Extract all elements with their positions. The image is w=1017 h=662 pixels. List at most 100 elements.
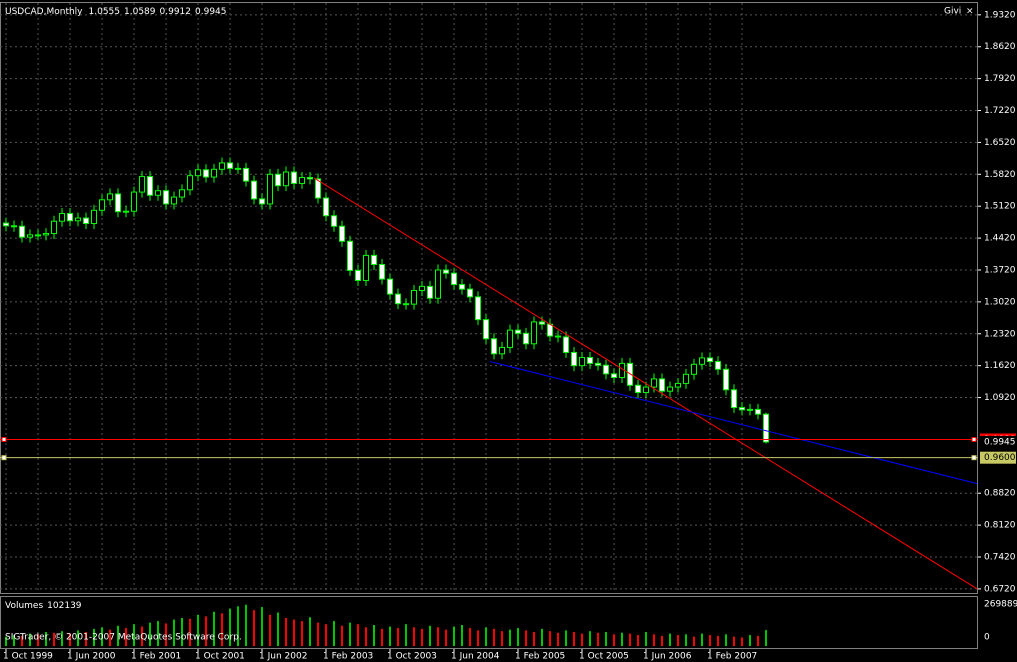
candle-body [595, 362, 601, 366]
volume-bar [45, 631, 47, 646]
y-tick-label: 1.9320 [984, 10, 1016, 20]
candle-body [515, 329, 521, 334]
y-tick-label: 1.6520 [984, 138, 1016, 148]
volume-bar [29, 633, 31, 646]
volume-bar [621, 632, 623, 646]
x-tick-label: 1 Jun 2006 [643, 652, 692, 662]
candle-body [451, 272, 457, 286]
x-tick-label: 1 Feb 2005 [515, 652, 565, 662]
volume-bar [549, 631, 551, 646]
y-tick-label: 1.3020 [984, 297, 1016, 307]
main-pane-border [0, 2, 978, 594]
candle-body [403, 303, 409, 306]
volume-bar [733, 636, 735, 646]
volume-bar [141, 626, 143, 646]
candle-body [347, 240, 353, 271]
volume-bar [677, 635, 679, 646]
volume-bar [717, 635, 719, 646]
candle-body [571, 351, 577, 367]
volume-last: 102139 [47, 601, 82, 611]
level-tag [980, 451, 1016, 464]
candle-body [275, 173, 281, 187]
x-tick-label: 1 Oct 1999 [3, 652, 53, 662]
volume-bar [405, 624, 407, 646]
volume-title: Volumes 102139 [5, 601, 82, 611]
x-tick-label: 1 Oct 2005 [579, 652, 629, 662]
x-tick-label: 1 Feb 2003 [323, 652, 373, 662]
candle-body [203, 169, 209, 178]
y-tick-label: 1.2320 [984, 329, 1016, 339]
volume-bar [445, 629, 447, 646]
volume-bar [749, 635, 751, 646]
volume-bar [429, 625, 431, 646]
volume-bar [181, 617, 183, 646]
volume-bar [133, 624, 135, 646]
volume-bar [53, 632, 55, 646]
volume-bar [213, 611, 215, 646]
candle-body [211, 168, 217, 178]
y-tick-label: 0.7420 [984, 553, 1016, 563]
candle-body [339, 225, 345, 242]
volume-bar [397, 628, 399, 646]
x-tick-label: 1 Feb 2007 [707, 652, 757, 662]
candle-body [707, 357, 713, 363]
volume-bar [669, 633, 671, 646]
volume-bar [61, 631, 63, 646]
candle-body [227, 162, 233, 169]
candle-body [563, 336, 569, 353]
y-tick-label: 1.1620 [984, 361, 1016, 371]
candle-body [483, 319, 489, 340]
candle-body [147, 176, 153, 196]
candle-body [475, 296, 481, 321]
volume-bar [69, 633, 71, 646]
candle-body [307, 176, 313, 180]
volume-bar [493, 628, 495, 646]
volume-bar [37, 634, 39, 646]
level-handle [1, 455, 7, 461]
candle-body [363, 254, 369, 281]
volume-bar [85, 631, 87, 646]
candle-body [547, 323, 553, 337]
candle-body [259, 198, 265, 205]
volume-bar [205, 616, 207, 646]
close-icon[interactable]: × [966, 7, 974, 17]
candle-body [587, 356, 593, 364]
level-handle [971, 455, 977, 461]
volume-bar [605, 631, 607, 646]
volume-tick-label: 269889 [984, 600, 1017, 610]
candle-body [387, 278, 393, 295]
volume-bar [285, 617, 287, 646]
candle-body [283, 171, 289, 187]
volume-bar [461, 624, 463, 646]
volume-bar [21, 635, 23, 646]
symbol: USDCAD,Monthly 1.0555 1.0589 0.9912 0.9945 [5, 7, 227, 17]
volume-bar [269, 614, 271, 646]
candle-body [611, 373, 617, 379]
volume-bar [77, 630, 79, 646]
candle-body [715, 361, 721, 370]
candle-body [635, 384, 641, 394]
candle-body [659, 378, 665, 392]
volume-bar [221, 613, 223, 646]
volume-bar [325, 624, 327, 646]
volume-bar [117, 625, 119, 646]
volume-bar [389, 626, 391, 646]
level-label: 0.9600 [984, 453, 1016, 463]
candle-body [195, 169, 201, 177]
candle-body [315, 178, 321, 199]
volume-bar [421, 628, 423, 646]
candle-body [171, 196, 177, 205]
candle-body [187, 175, 193, 191]
volume-bar [173, 619, 175, 646]
candle-body [371, 254, 377, 266]
candle-body [107, 193, 113, 201]
candle-body [43, 233, 49, 236]
candle-body [299, 176, 305, 184]
candle-body [491, 338, 497, 355]
candle-body [723, 368, 729, 391]
indicator-name[interactable]: Givi [944, 7, 961, 17]
volume-bar [469, 628, 471, 646]
y-tick-label: 1.7920 [984, 74, 1016, 84]
candle-body [579, 356, 585, 367]
candle-body [667, 386, 673, 392]
